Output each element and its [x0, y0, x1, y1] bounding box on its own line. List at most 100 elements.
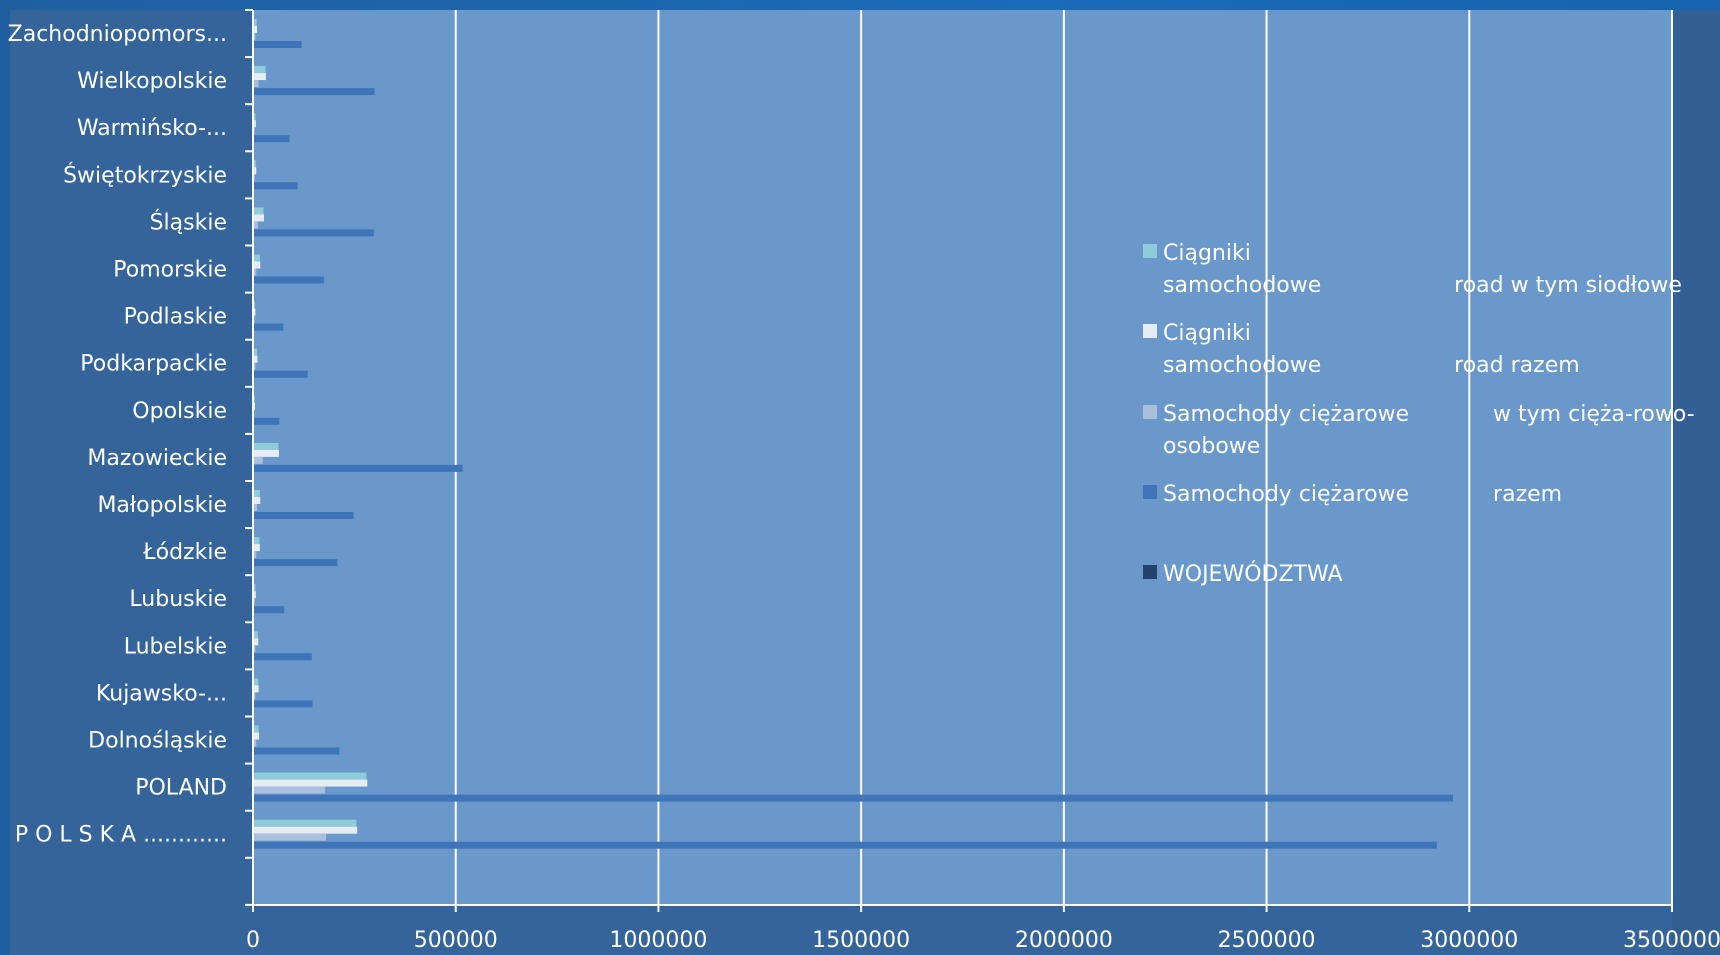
- plot-area: [253, 10, 1672, 905]
- x-tick-label: 3500000: [1623, 928, 1720, 953]
- bar: [253, 182, 298, 190]
- bar: [253, 631, 258, 639]
- bar: [253, 678, 259, 686]
- legend-entry: samochodowe road w tym siodłowe: [1163, 273, 1682, 298]
- bars: [253, 19, 1454, 849]
- legend-entry: Ciągniki: [1163, 321, 1251, 346]
- bar: [253, 559, 338, 567]
- bar: [253, 120, 256, 128]
- category-label: Mazowieckie: [87, 446, 227, 471]
- x-tick-label: 2000000: [1015, 928, 1113, 953]
- legend: Ciągniki samochodowe road w tym siodłowe C…: [1143, 241, 1695, 587]
- bar: [253, 301, 256, 309]
- category-label: POLAND: [135, 776, 227, 801]
- bar: [253, 370, 308, 378]
- category-labels: Zachodniopomors... Wielkopolskie Warmińsko…: [8, 22, 227, 848]
- bar: [253, 229, 374, 237]
- category-label: Dolnośląskie: [88, 729, 227, 754]
- bar: [253, 779, 368, 787]
- bar: [253, 490, 260, 497]
- category-label: Podlaskie: [124, 305, 227, 330]
- bar: [253, 33, 256, 40]
- x-tick-label: 1500000: [812, 928, 910, 953]
- bar: [253, 794, 1454, 802]
- bar: [253, 348, 258, 356]
- x-tick-label: 3000000: [1420, 928, 1518, 953]
- category-label: P O L S K A ............: [15, 823, 227, 848]
- category-label: Zachodniopomors...: [8, 22, 227, 47]
- category-label: Warmińsko-...: [77, 116, 227, 141]
- bar: [253, 19, 257, 26]
- legend-swatch: [1143, 405, 1157, 419]
- category-label: Pomorskie: [113, 258, 227, 283]
- bar: [253, 700, 313, 708]
- bar: [253, 786, 326, 794]
- bar: [253, 417, 280, 425]
- bar: [253, 276, 324, 284]
- axes: [245, 9, 1673, 912]
- bar: [253, 551, 257, 559]
- x-tick-label: 500000: [414, 928, 498, 953]
- category-label: Lubuskie: [129, 587, 227, 612]
- gridlines: [454, 10, 1673, 905]
- bar: [253, 88, 375, 96]
- bar: [253, 442, 279, 450]
- bar: [253, 323, 284, 331]
- x-tick-label: 0: [246, 928, 260, 953]
- bar: [253, 512, 354, 519]
- bar: [253, 73, 266, 81]
- x-tick-label: 1000000: [609, 928, 707, 953]
- bar: [253, 692, 256, 700]
- bar: [253, 113, 256, 121]
- bar: [253, 497, 261, 504]
- legend-swatch: [1143, 485, 1157, 499]
- bar: [253, 747, 340, 755]
- legend-entry: Samochody ciężarowe razem: [1163, 482, 1562, 507]
- bar: [253, 160, 256, 168]
- bar: [253, 653, 312, 661]
- bar: [253, 214, 264, 222]
- bar: [253, 254, 260, 262]
- bar: [253, 638, 259, 646]
- bar: [253, 402, 256, 410]
- bar: [253, 355, 258, 363]
- category-label: Łódzkie: [142, 540, 227, 565]
- bar: [253, 80, 259, 88]
- bar: [253, 41, 302, 48]
- axis-band: [253, 905, 1672, 955]
- bar: [253, 685, 259, 693]
- legend-entry: Ciągniki: [1163, 241, 1251, 266]
- category-label: Opolskie: [132, 399, 227, 424]
- bar: [253, 606, 285, 614]
- bar: [253, 544, 260, 552]
- bar: [253, 645, 256, 653]
- bar: [253, 826, 358, 834]
- bar: [253, 167, 257, 175]
- bar: [253, 584, 256, 592]
- legend-entry: samochodowe road razem: [1163, 353, 1580, 378]
- bar: [253, 841, 1437, 849]
- bar: [253, 833, 326, 841]
- category-label: Lubelskie: [124, 634, 227, 659]
- bar: [253, 732, 260, 740]
- bar: [253, 739, 257, 747]
- bar: [253, 308, 256, 316]
- bar: [253, 221, 258, 229]
- bar: [253, 725, 259, 733]
- bar: [253, 504, 258, 511]
- bar: [253, 537, 260, 545]
- bar: [253, 26, 258, 33]
- bar: [253, 772, 367, 780]
- bar: [253, 261, 261, 269]
- category-label: Kujawsko-...: [96, 681, 227, 706]
- category-label: Świętokrzyskie: [63, 162, 227, 188]
- bar: [253, 591, 256, 599]
- bar: [253, 819, 357, 827]
- legend-entry: WOJEWÓDZTWA: [1163, 561, 1343, 587]
- category-label: Małopolskie: [97, 493, 227, 518]
- bar: [253, 135, 290, 143]
- legend-swatch: [1143, 324, 1157, 338]
- category-label: Podkarpackie: [80, 352, 227, 377]
